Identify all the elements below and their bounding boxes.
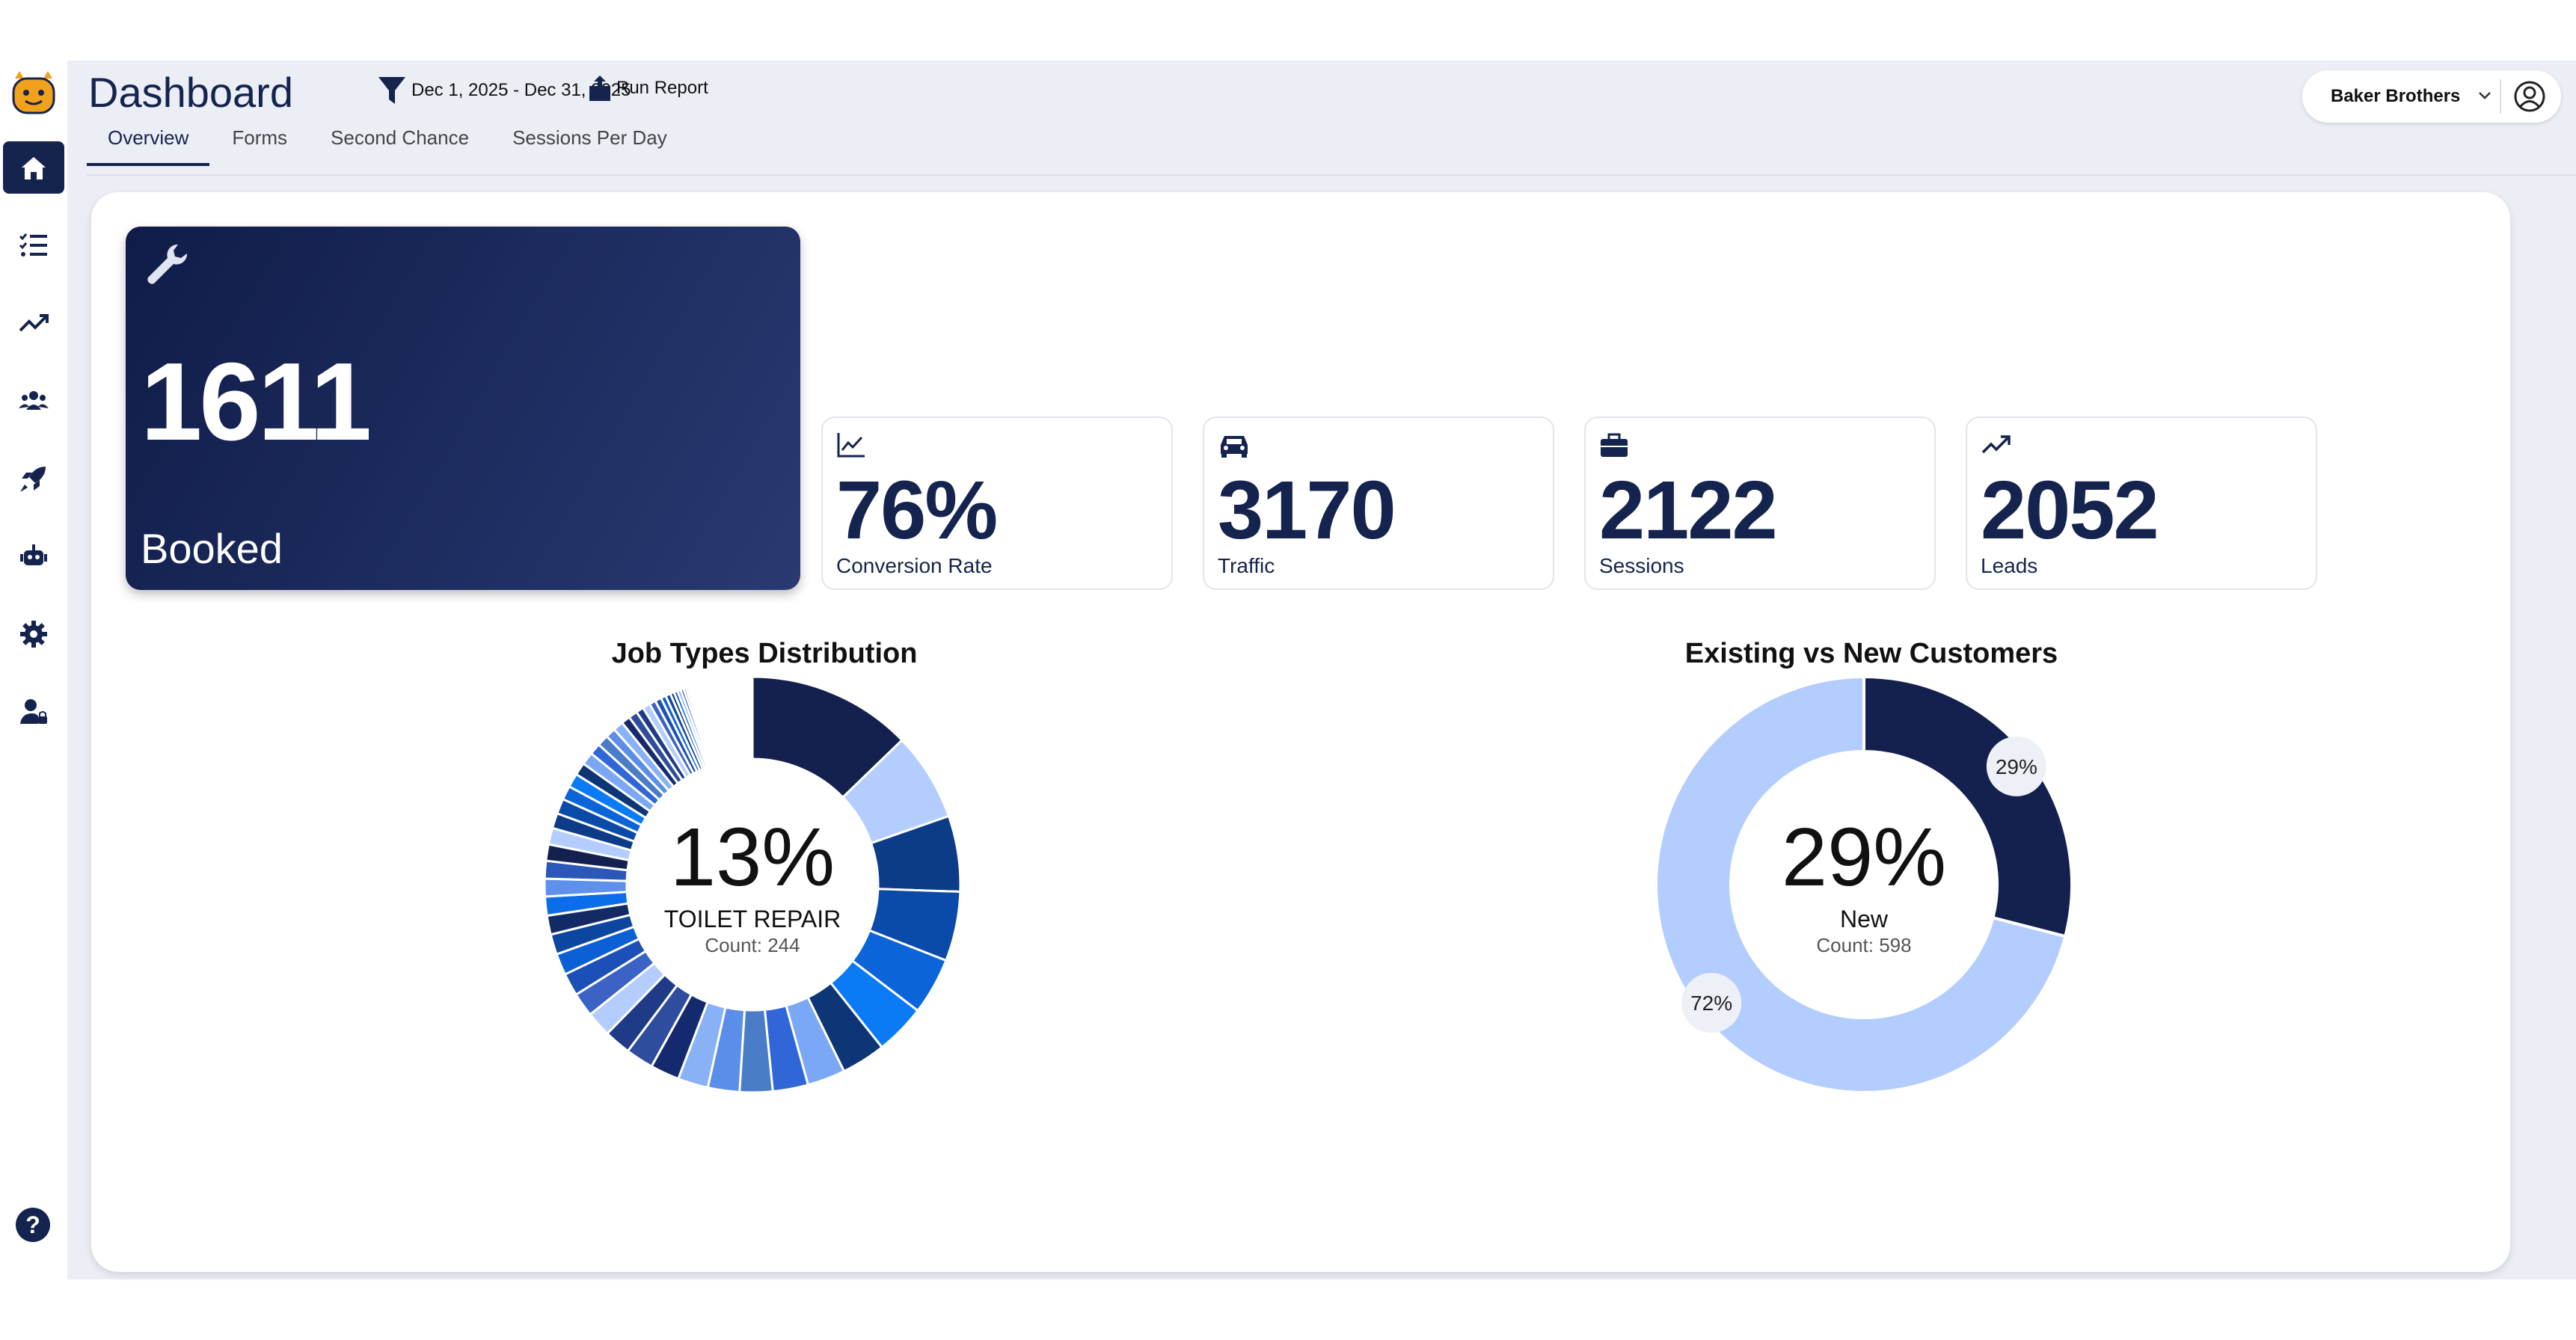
run-report-button[interactable]: Run Report xyxy=(588,74,708,102)
users-icon xyxy=(19,391,49,410)
sessions-value: 2122 xyxy=(1599,464,1778,556)
job-types-center-count: Count: 244 xyxy=(705,934,800,956)
job-types-chart-title: Job Types Distribution xyxy=(611,638,918,669)
trending-up-icon xyxy=(19,314,49,332)
job-types-slice-53[interactable] xyxy=(691,683,719,766)
trending-up-icon xyxy=(1981,435,2011,454)
svg-text:29%: 29% xyxy=(1996,755,2037,778)
customers-slice-label-0: 29% xyxy=(1986,736,2046,796)
conversion-rate-label: Conversion Rate xyxy=(836,554,993,577)
page-title: Dashboard xyxy=(88,69,293,116)
tab-overview[interactable]: Overview xyxy=(87,126,210,166)
sidebar-item-settings[interactable] xyxy=(3,608,64,660)
tab-bar: Overview Forms Second Chance Sessions Pe… xyxy=(87,126,690,166)
tab-forms[interactable]: Forms xyxy=(232,126,288,149)
tab-sessions-per-day[interactable]: Sessions Per Day xyxy=(512,126,667,149)
booked-label: Booked xyxy=(141,525,283,572)
sidebar-item-checklist[interactable] xyxy=(3,219,64,271)
briefcase-icon xyxy=(1601,433,1628,457)
customers-slice-1[interactable] xyxy=(1655,675,2067,1094)
user-lock-icon xyxy=(20,699,47,724)
line-chart-icon xyxy=(837,433,865,458)
customers-slice-0[interactable] xyxy=(1862,675,2073,938)
sidebar-item-home[interactable] xyxy=(3,141,64,194)
leads-card: 2052 Leads xyxy=(1966,417,2317,590)
leads-label: Leads xyxy=(1981,554,2038,577)
customers-donut-chart: 29% 72% xyxy=(1655,675,2073,1094)
conversion-rate-value: 76% xyxy=(836,464,998,556)
job-types-center-name: TOILET REPAIR xyxy=(663,906,841,932)
gear-icon xyxy=(20,621,47,648)
sidebar-item-bots[interactable] xyxy=(3,530,64,583)
help-button[interactable]: ? xyxy=(16,1208,50,1242)
user-account-icon[interactable] xyxy=(2513,80,2546,113)
conversion-rate-card: 76% Conversion Rate xyxy=(821,417,1173,590)
run-report-label: Run Report xyxy=(616,78,708,98)
export-icon xyxy=(589,76,610,101)
traffic-label: Traffic xyxy=(1218,554,1275,577)
svg-text:72%: 72% xyxy=(1690,992,1732,1015)
customers-center-percent: 29% xyxy=(1781,811,1947,903)
traffic-value: 3170 xyxy=(1218,464,1396,556)
overview-panel: 1611 Booked 76% Conversion Rate 3170 Tra… xyxy=(91,192,2510,1272)
sidebar-item-trends[interactable] xyxy=(3,297,64,349)
sessions-label: Sessions xyxy=(1599,554,1684,577)
traffic-card: 3170 Traffic xyxy=(1203,417,1554,590)
sidebar: ? xyxy=(0,61,67,1279)
robot-icon xyxy=(20,544,47,565)
sidebar-item-launch[interactable] xyxy=(3,452,64,505)
customers-center-name: New xyxy=(1839,906,1888,932)
rocket-icon xyxy=(20,467,46,492)
sidebar-item-admin[interactable] xyxy=(3,686,64,738)
company-selector[interactable]: Baker Brothers xyxy=(2302,70,2561,123)
leads-value: 2052 xyxy=(1981,464,2159,556)
car-icon xyxy=(1221,436,1248,458)
sessions-card: 2122 Sessions xyxy=(1584,417,1936,590)
customers-chart-title: Existing vs New Customers xyxy=(1684,638,2058,669)
booked-value: 1611 xyxy=(141,340,372,464)
filter-icon xyxy=(378,77,405,104)
home-icon xyxy=(22,157,46,179)
chevron-down-icon xyxy=(2479,92,2491,99)
bot-logo-icon[interactable] xyxy=(9,68,58,117)
company-name: Baker Brothers xyxy=(2331,86,2461,106)
job-types-donut-chart xyxy=(543,675,962,1094)
checklist-icon xyxy=(19,233,47,256)
customers-slice-label-1: 72% xyxy=(1681,973,1742,1033)
booked-card: 1611 Booked xyxy=(126,227,800,590)
divider xyxy=(2500,79,2501,114)
header: Dashboard Dec 1, 2025 - Dec 31, 2025 Run… xyxy=(67,61,2576,176)
tab-divider xyxy=(87,174,2576,176)
wrench-icon xyxy=(147,244,188,284)
job-types-center-percent: 13% xyxy=(669,811,835,903)
tab-second-chance[interactable]: Second Chance xyxy=(331,126,470,149)
sidebar-item-users[interactable] xyxy=(3,375,64,427)
customers-center-count: Count: 598 xyxy=(1816,934,1912,956)
